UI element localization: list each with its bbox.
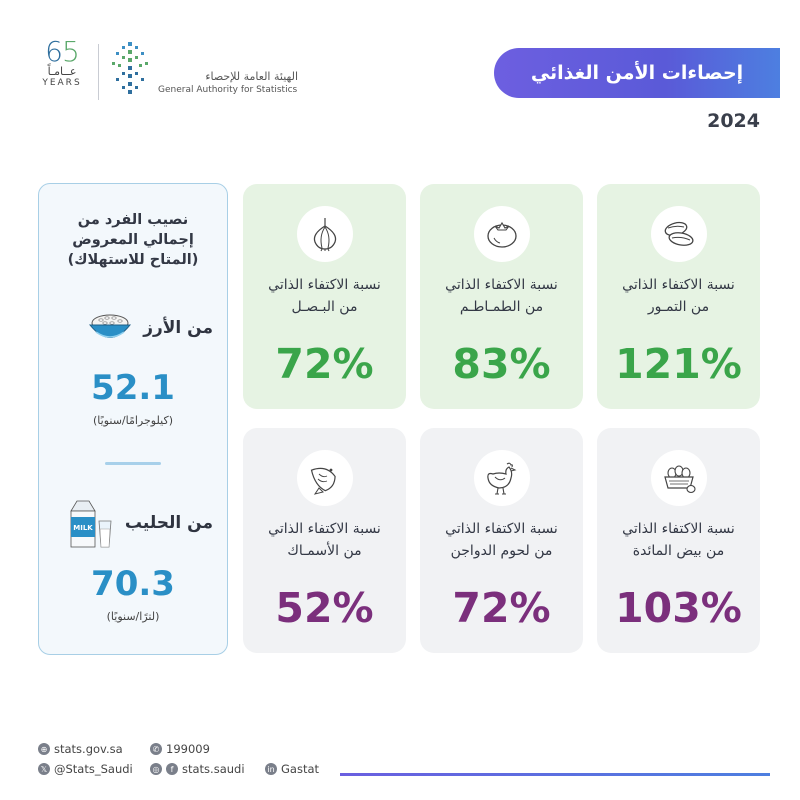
section-divider (105, 462, 161, 465)
rice-row: من الأرز (59, 310, 213, 346)
gastat-name-ar: الهيئة العامة للإحصاء (205, 70, 298, 83)
rice-bowl-icon (89, 314, 132, 338)
milk-carton-icon: MILK (70, 500, 112, 548)
footer-social-text: stats.saudi (182, 762, 245, 776)
stat-card-tomato: نسبة الاكتفاء الذاتي من الطمـاطـم 83% (420, 184, 583, 409)
globe-icon: ⊕ (38, 743, 50, 755)
stat-label-line: من الطمـاطـم (459, 299, 544, 315)
stat-label: نسبة الاكتفاء الذاتي من الأسمـاك (249, 518, 400, 562)
footer-twitter-text: @Stats_Saudi (54, 762, 133, 776)
logo-digit-six: 6 (45, 35, 63, 68)
stat-value: 72% (452, 584, 551, 632)
per-capita-title-line: إجمالي المعروض (72, 232, 194, 248)
fish-icon (310, 467, 336, 495)
footer-linkedin-text: Gastat (281, 762, 320, 776)
stat-value: 72% (275, 340, 374, 388)
milk-row: من الحليب MILK (53, 496, 213, 550)
icon-badge (650, 206, 707, 262)
stat-value: 121% (615, 340, 742, 388)
gastat-name-en: General Authority for Statistics (158, 85, 298, 95)
milk-label: من الحليب (124, 513, 213, 533)
stat-value: 83% (452, 340, 551, 388)
stat-label-line: من الأسمـاك (287, 543, 362, 559)
rice-label: من الأرز (143, 318, 213, 338)
65-years-logo: 65 عــامـاً YEARS (34, 38, 90, 89)
milk-value: 70.3 (91, 564, 175, 604)
facebook-icon: f (166, 763, 178, 775)
logo-digit-five: 5 (62, 35, 80, 68)
linkedin-icon: in (265, 763, 277, 775)
stat-label-line: نسبة الاكتفاء الذاتي (622, 521, 735, 537)
stat-label-line: نسبة الاكتفاء الذاتي (622, 277, 735, 293)
footer-social[interactable]: ◎ f stats.saudi (150, 762, 245, 776)
stat-label: نسبة الاكتفاء الذاتي من التمـور (603, 274, 754, 318)
footer-phone[interactable]: ✆ 199009 (150, 742, 210, 756)
phone-icon: ✆ (150, 743, 162, 755)
logo-divider (98, 44, 99, 100)
stat-label-line: نسبة الاكتفاء الذاتي (445, 521, 558, 537)
footer-twitter[interactable]: 𝕏 @Stats_Saudi (38, 762, 133, 776)
stat-label-line: نسبة الاكتفاء الذاتي (268, 521, 381, 537)
per-capita-title: نصيب الفرد من إجمالي المعروض (المتاح للا… (39, 210, 227, 270)
footer-accent-line (340, 773, 770, 776)
stat-card-fish: نسبة الاكتفاء الذاتي من الأسمـاك 52% (243, 428, 406, 653)
stat-label: نسبة الاكتفاء الذاتي من البـصـل (249, 274, 400, 318)
stat-label-line: من لحوم الدواجن (450, 543, 553, 559)
instagram-icon: ◎ (150, 763, 162, 775)
stat-label: نسبة الاكتفاء الذاتي من الطمـاطـم (426, 274, 577, 318)
per-capita-card: نصيب الفرد من إجمالي المعروض (المتاح للا… (38, 183, 228, 655)
x-twitter-icon: 𝕏 (38, 763, 50, 775)
stat-label-line: من بيض المائدة (632, 543, 725, 559)
gastat-logo-icon (112, 42, 148, 94)
icon-badge (296, 206, 353, 262)
gastat-wordmark: الهيئة العامة للإحصاء General Authority … (158, 70, 298, 96)
icon-badge (296, 450, 353, 506)
logo-years-ar: عــامـاً (47, 65, 77, 78)
chicken-icon (486, 462, 516, 495)
stat-label: نسبة الاكتفاء الذاتي من بيض المائدة (603, 518, 754, 562)
dates-icon (664, 221, 694, 246)
stat-label-line: من التمـور (647, 299, 710, 315)
icon-badge (473, 206, 530, 262)
stat-card-dates: نسبة الاكتفاء الذاتي من التمـور 121% (597, 184, 760, 409)
tomato-icon (486, 221, 517, 248)
page-title: إحصاءات الأمن الغذائي (494, 48, 780, 98)
stat-label-line: نسبة الاكتفاء الذاتي (268, 277, 381, 293)
eggs-basket-icon (663, 465, 696, 494)
report-year: 2024 (707, 110, 760, 132)
milk-carton-text: MILK (73, 524, 93, 532)
per-capita-title-line: نصيب الفرد من (77, 212, 189, 228)
rice-value: 52.1 (91, 368, 175, 408)
per-capita-title-line: (المتاح للاستهلاك) (67, 252, 199, 268)
onion-icon (313, 218, 336, 252)
stat-card-eggs: نسبة الاكتفاء الذاتي من بيض المائدة 103% (597, 428, 760, 653)
icon-badge (650, 450, 707, 506)
footer-website-text: stats.gov.sa (54, 742, 123, 756)
stat-value: 52% (275, 584, 374, 632)
footer-phone-text: 199009 (166, 742, 210, 756)
footer-linkedin[interactable]: in Gastat (265, 762, 319, 776)
icon-badge (473, 450, 530, 506)
stat-card-onion: نسبة الاكتفاء الذاتي من البـصـل 72% (243, 184, 406, 409)
stat-label-line: من البـصـل (291, 299, 358, 315)
footer-website[interactable]: ⊕ stats.gov.sa (38, 742, 123, 756)
logo-years-en: YEARS (42, 78, 82, 88)
stat-value: 103% (615, 584, 742, 632)
rice-unit: (كيلوجرامًا/سنويًا) (93, 414, 173, 427)
milk-unit: (لترًا/سنويًا) (106, 610, 160, 623)
stat-card-poultry: نسبة الاكتفاء الذاتي من لحوم الدواجن 72% (420, 428, 583, 653)
stat-label: نسبة الاكتفاء الذاتي من لحوم الدواجن (426, 518, 577, 562)
stat-label-line: نسبة الاكتفاء الذاتي (445, 277, 558, 293)
